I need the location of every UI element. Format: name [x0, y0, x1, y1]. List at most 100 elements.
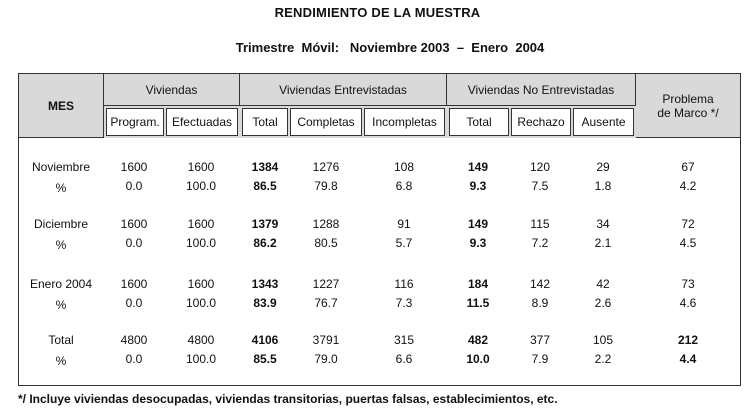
- table-cell: 149: [467, 217, 489, 231]
- row-label: Noviembre: [31, 160, 91, 174]
- table-cell: 79.0: [314, 352, 338, 366]
- row-label: %: [55, 354, 67, 368]
- table-cell: 79.8: [314, 179, 338, 193]
- table-row: % 0.0 100.0 85.5 79.0 6.6 10.0 7.9 2.2 4.4: [18, 352, 741, 368]
- table-cell: 1600: [187, 217, 215, 231]
- table-cell: 1379: [251, 217, 279, 231]
- table-cell: 4.4: [679, 352, 697, 366]
- table-cell: 4.5: [679, 236, 697, 250]
- table-cell: 67: [681, 160, 695, 174]
- table-cell: 34: [596, 217, 610, 231]
- header-program: Program.: [106, 108, 164, 136]
- table-cell: 2.1: [594, 236, 612, 250]
- table-cell: 7.2: [531, 236, 549, 250]
- table-cell: 42: [596, 277, 610, 291]
- table-cell: 1276: [312, 160, 340, 174]
- table-cell: 377: [529, 333, 551, 347]
- table-row: Diciembre 1600 1600 1379 1288 91 149 115 34 72: [18, 217, 741, 233]
- table-cell: 4.2: [679, 179, 697, 193]
- table-cell: 105: [592, 333, 614, 347]
- table-cell: 108: [393, 160, 415, 174]
- table-row: Noviembre 1600 1600 1384 1276 108 149 120 29 67: [18, 160, 741, 176]
- table-cell: 1600: [120, 277, 148, 291]
- table-cell: 7.9: [531, 352, 549, 366]
- row-label: Diciembre: [33, 217, 88, 231]
- page-title: RENDIMIENTO DE LA MUESTRA: [274, 5, 481, 20]
- header-efectuadas: Efectuadas: [166, 108, 238, 136]
- table-cell: 7.3: [395, 296, 413, 310]
- table-cell: 4800: [187, 333, 215, 347]
- table-cell: 4106: [251, 333, 279, 347]
- table-cell: 91: [397, 217, 411, 231]
- table-cell: 8.9: [531, 296, 549, 310]
- table-cell: 149: [467, 160, 489, 174]
- table-cell: 0.0: [125, 296, 143, 310]
- table-cell: 212: [677, 333, 699, 347]
- table-cell: 72: [681, 217, 695, 231]
- table-cell: 9.3: [469, 236, 487, 250]
- table-cell: 85.5: [253, 352, 277, 366]
- table-cell: 142: [529, 277, 551, 291]
- table-cell: 1600: [187, 160, 215, 174]
- table-cell: 1.8: [594, 179, 612, 193]
- table-cell: 4.6: [679, 296, 697, 310]
- table-cell: 482: [467, 333, 489, 347]
- table-row: % 0.0 100.0 86.5 79.8 6.8 9.3 7.5 1.8 4.2: [18, 179, 741, 195]
- table-cell: 73: [681, 277, 695, 291]
- table-cell: 80.5: [314, 236, 338, 250]
- header-problema-marco: Problema de Marco */: [636, 73, 741, 138]
- header-incompletas: Incompletas: [364, 108, 445, 136]
- table-cell: 2.2: [594, 352, 612, 366]
- header-total-no-entrevistadas: Total: [449, 108, 509, 136]
- table-cell: 0.0: [125, 179, 143, 193]
- table-row: Total 4800 4800 4106 3791 315 482 377 105 212: [18, 333, 741, 349]
- table-cell: 2.6: [594, 296, 612, 310]
- row-label: %: [55, 181, 67, 195]
- table-cell: 10.0: [466, 352, 490, 366]
- header-total-entrevistadas: Total: [242, 108, 288, 136]
- table-cell: 100.0: [185, 296, 217, 310]
- table-cell: 315: [393, 333, 415, 347]
- table-cell: 29: [596, 160, 610, 174]
- table-cell: 0.0: [125, 352, 143, 366]
- table-cell: 7.5: [531, 179, 549, 193]
- table-cell: 100.0: [185, 236, 217, 250]
- header-completas: Completas: [290, 108, 362, 136]
- table-cell: 3791: [312, 333, 340, 347]
- table-cell: 1600: [120, 160, 148, 174]
- table-cell: 83.9: [253, 296, 277, 310]
- table-cell: 100.0: [185, 179, 217, 193]
- table-row: % 0.0 100.0 83.9 76.7 7.3 11.5 8.9 2.6 4.6: [18, 296, 741, 312]
- table-cell: 1600: [120, 217, 148, 231]
- table-cell: 1343: [251, 277, 279, 291]
- table-cell: 1288: [312, 217, 340, 231]
- table-cell: 100.0: [185, 352, 217, 366]
- table-row: % 0.0 100.0 86.2 80.5 5.7 9.3 7.2 2.1 4.5: [18, 236, 741, 252]
- table-cell: 86.5: [253, 179, 277, 193]
- table-cell: 120: [529, 160, 551, 174]
- row-label: %: [55, 238, 67, 252]
- table-border: [18, 73, 741, 386]
- table-cell: 86.2: [253, 236, 277, 250]
- row-label: Total: [48, 333, 74, 347]
- table-cell: 184: [467, 277, 489, 291]
- table-cell: 6.8: [395, 179, 413, 193]
- table-cell: 1600: [187, 277, 215, 291]
- table-cell: 11.5: [466, 296, 490, 310]
- table-cell: 115: [530, 217, 550, 231]
- table-cell: 76.7: [314, 296, 338, 310]
- table-row: Enero 2004 1600 1600 1343 1227 116 184 142 42 73: [18, 277, 741, 293]
- table-cell: 1384: [251, 160, 279, 174]
- row-label: Enero 2004: [29, 277, 93, 291]
- row-label: %: [55, 298, 67, 312]
- table-cell: 9.3: [469, 179, 487, 193]
- footnote: */ Incluye viviendas desocupadas, vivien…: [18, 392, 558, 406]
- table-cell: 0.0: [125, 236, 143, 250]
- table-cell: 6.6: [395, 352, 413, 366]
- table-cell: 4800: [120, 333, 148, 347]
- table-cell: 1227: [312, 277, 340, 291]
- table-cell: 116: [394, 277, 414, 291]
- header-rechazo: Rechazo: [511, 108, 571, 136]
- header-ausente: Ausente: [573, 108, 634, 136]
- table-cell: 5.7: [395, 236, 413, 250]
